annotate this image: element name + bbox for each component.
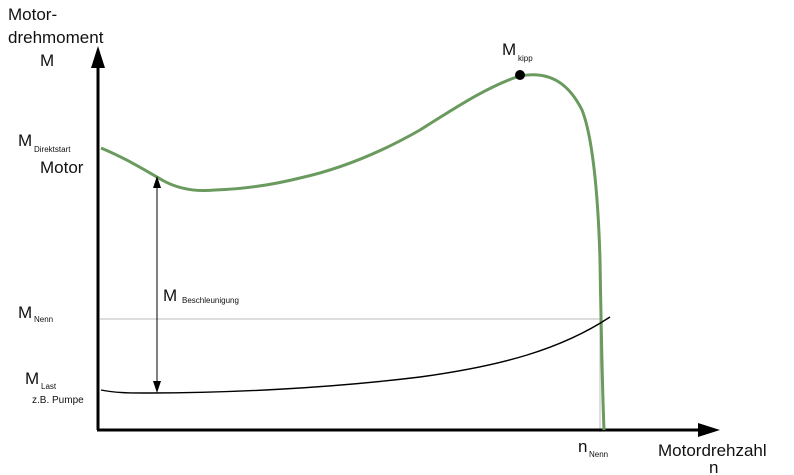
acceleration-arrow-top	[153, 176, 161, 188]
m-direktstart-subscript: Direktstart	[34, 145, 71, 154]
y-axis-symbol: M	[40, 51, 54, 70]
m-beschleunigung-subscript: Beschleunigung	[182, 296, 239, 305]
motor-label: Motor	[40, 158, 84, 177]
y-axis-arrow	[91, 46, 105, 68]
y-axis-title-line1: Motor-	[8, 5, 57, 24]
x-axis-title: Motordrehzahl	[658, 441, 767, 460]
x-axis-symbol: n	[709, 458, 718, 475]
m-nenn-label: M	[18, 303, 32, 322]
m-last-subscript: Last	[41, 382, 57, 391]
m-kipp-subscript: kipp	[518, 54, 533, 63]
acceleration-arrow-bottom	[153, 381, 161, 393]
n-nenn-subscript: Nenn	[589, 450, 608, 459]
x-axis-arrow	[698, 423, 720, 437]
m-beschleunigung-label: M	[163, 286, 177, 305]
y-axis-title-line2: drehmoment	[8, 28, 104, 47]
last-note: z.B. Pumpe	[32, 395, 84, 406]
m-kipp-label: M	[502, 40, 516, 59]
m-direktstart-label: M	[18, 131, 32, 150]
m-last-label: M	[25, 369, 39, 388]
kipp-point-marker	[515, 70, 525, 80]
m-nenn-subscript: Nenn	[34, 315, 53, 324]
motor-torque-curve	[100, 73, 606, 431]
n-nenn-label: n	[578, 437, 587, 456]
load-torque-curve	[100, 316, 611, 394]
